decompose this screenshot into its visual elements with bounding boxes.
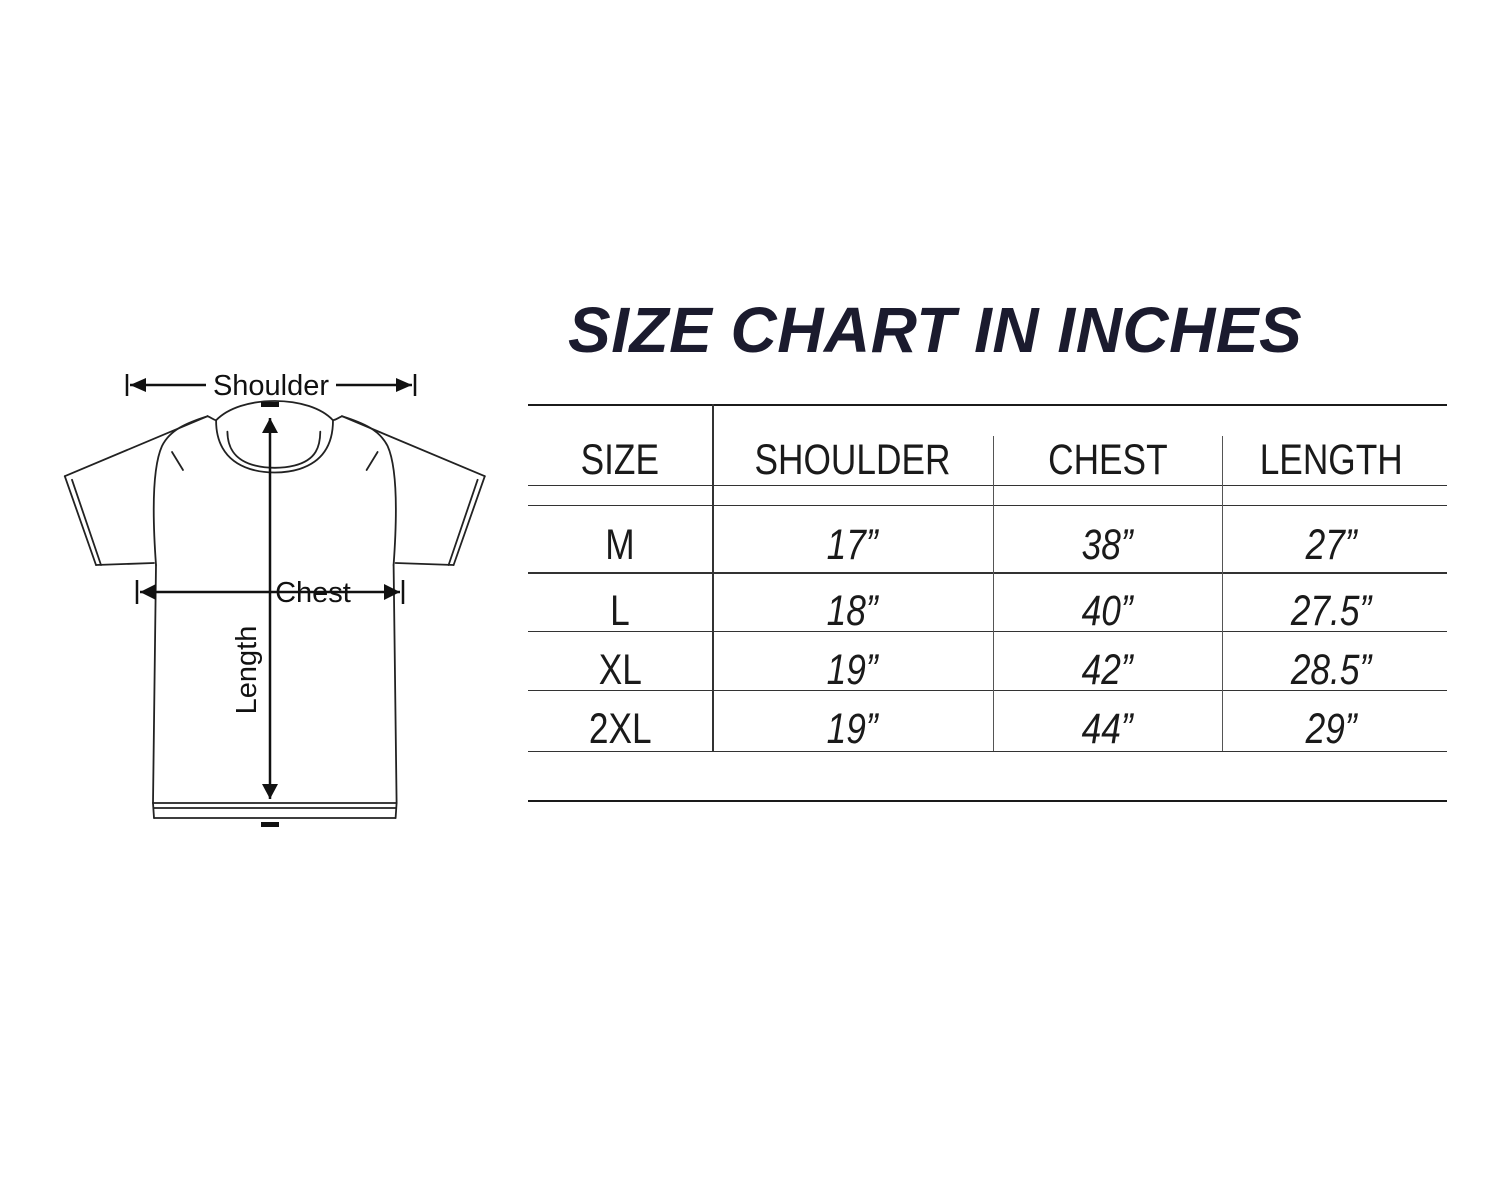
svg-text:Chest: Chest [275, 577, 351, 609]
svg-text:Length: Length [231, 626, 263, 715]
svg-text:Shoulder: Shoulder [213, 370, 329, 402]
